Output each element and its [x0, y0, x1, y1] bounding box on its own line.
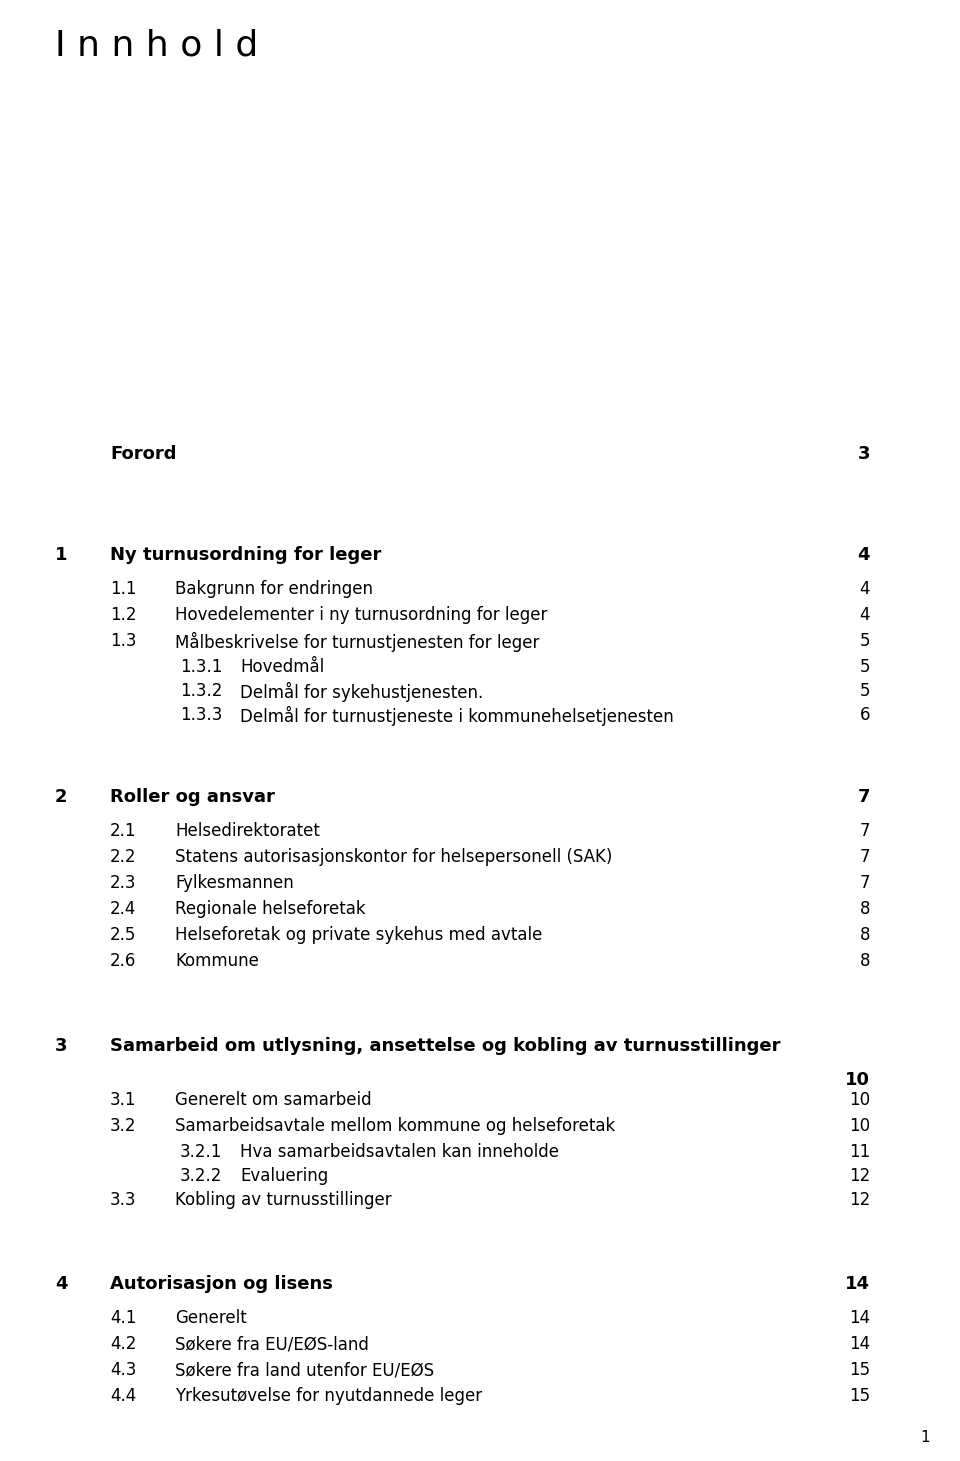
Text: 1.3: 1.3 [110, 631, 136, 650]
Text: Statens autorisasjonskontor for helsepersonell (SAK): Statens autorisasjonskontor for helseper… [175, 849, 612, 866]
Text: 3.2.1: 3.2.1 [180, 1143, 223, 1161]
Text: 8: 8 [859, 926, 870, 944]
Text: 2.1: 2.1 [110, 823, 136, 840]
Text: 4.2: 4.2 [110, 1335, 136, 1353]
Text: Målbeskrivelse for turnustjenesten for leger: Målbeskrivelse for turnustjenesten for l… [175, 631, 540, 652]
Text: 12: 12 [849, 1167, 870, 1185]
Text: 7: 7 [859, 849, 870, 866]
Text: 10: 10 [849, 1091, 870, 1109]
Text: 4.3: 4.3 [110, 1362, 136, 1379]
Text: Helsedirektoratet: Helsedirektoratet [175, 823, 320, 840]
Text: 4: 4 [55, 1275, 67, 1293]
Text: Hovedmål: Hovedmål [240, 657, 324, 676]
Text: 2: 2 [55, 787, 67, 806]
Text: Regionale helseforetak: Regionale helseforetak [175, 900, 366, 918]
Text: Samarbeid om utlysning, ansettelse og kobling av turnusstillinger: Samarbeid om utlysning, ansettelse og ko… [110, 1037, 780, 1055]
Text: 7: 7 [859, 823, 870, 840]
Text: Søkere fra land utenfor EU/EØS: Søkere fra land utenfor EU/EØS [175, 1362, 434, 1379]
Text: Søkere fra EU/EØS-land: Søkere fra EU/EØS-land [175, 1335, 369, 1353]
Text: 6: 6 [859, 706, 870, 723]
Text: 1.3.3: 1.3.3 [180, 706, 223, 723]
Text: 2.2: 2.2 [110, 849, 136, 866]
Text: 2.3: 2.3 [110, 874, 136, 893]
Text: 1: 1 [55, 546, 67, 564]
Text: 8: 8 [859, 953, 870, 970]
Text: 5: 5 [859, 657, 870, 676]
Text: Bakgrunn for endringen: Bakgrunn for endringen [175, 580, 373, 598]
Text: 14: 14 [845, 1275, 870, 1293]
Text: 1.1: 1.1 [110, 580, 136, 598]
Text: 4: 4 [857, 546, 870, 564]
Text: 4: 4 [859, 606, 870, 624]
Text: 15: 15 [849, 1388, 870, 1405]
Text: Generelt om samarbeid: Generelt om samarbeid [175, 1091, 372, 1109]
Text: 12: 12 [849, 1191, 870, 1210]
Text: 3: 3 [857, 446, 870, 463]
Text: 1: 1 [921, 1430, 930, 1445]
Text: 2.4: 2.4 [110, 900, 136, 918]
Text: Samarbeidsavtale mellom kommune og helseforetak: Samarbeidsavtale mellom kommune og helse… [175, 1118, 615, 1135]
Text: 1.2: 1.2 [110, 606, 136, 624]
Text: 3.2: 3.2 [110, 1118, 136, 1135]
Text: Yrkesutøvelse for nyutdannede leger: Yrkesutøvelse for nyutdannede leger [175, 1388, 482, 1405]
Text: Fylkesmannen: Fylkesmannen [175, 874, 294, 893]
Text: I n n h o l d: I n n h o l d [55, 28, 258, 61]
Text: 2.6: 2.6 [110, 953, 136, 970]
Text: 7: 7 [859, 874, 870, 893]
Text: 11: 11 [849, 1143, 870, 1161]
Text: Kommune: Kommune [175, 953, 259, 970]
Text: 14: 14 [849, 1309, 870, 1328]
Text: Delmål for turnustjeneste i kommunehelsetjenesten: Delmål for turnustjeneste i kommunehelse… [240, 706, 674, 726]
Text: 3.1: 3.1 [110, 1091, 136, 1109]
Text: 3.3: 3.3 [110, 1191, 136, 1210]
Text: 4.1: 4.1 [110, 1309, 136, 1328]
Text: 10: 10 [849, 1118, 870, 1135]
Text: Roller og ansvar: Roller og ansvar [110, 787, 275, 806]
Text: Forord: Forord [110, 446, 177, 463]
Text: 14: 14 [849, 1335, 870, 1353]
Text: Ny turnusordning for leger: Ny turnusordning for leger [110, 546, 381, 564]
Text: 1.3.1: 1.3.1 [180, 657, 223, 676]
Text: Autorisasjon og lisens: Autorisasjon og lisens [110, 1275, 333, 1293]
Text: Hva samarbeidsavtalen kan inneholde: Hva samarbeidsavtalen kan inneholde [240, 1143, 559, 1161]
Text: 4.4: 4.4 [110, 1388, 136, 1405]
Text: 3: 3 [55, 1037, 67, 1055]
Text: 3.2.2: 3.2.2 [180, 1167, 223, 1185]
Text: 8: 8 [859, 900, 870, 918]
Text: Delmål for sykehustjenesten.: Delmål for sykehustjenesten. [240, 682, 483, 701]
Text: 5: 5 [859, 682, 870, 700]
Text: 4: 4 [859, 580, 870, 598]
Text: 15: 15 [849, 1362, 870, 1379]
Text: 5: 5 [859, 631, 870, 650]
Text: 10: 10 [845, 1071, 870, 1088]
Text: 2.5: 2.5 [110, 926, 136, 944]
Text: Hovedelementer i ny turnusordning for leger: Hovedelementer i ny turnusordning for le… [175, 606, 547, 624]
Text: Kobling av turnusstillinger: Kobling av turnusstillinger [175, 1191, 392, 1210]
Text: Evaluering: Evaluering [240, 1167, 328, 1185]
Text: Helseforetak og private sykehus med avtale: Helseforetak og private sykehus med avta… [175, 926, 542, 944]
Text: 7: 7 [857, 787, 870, 806]
Text: Generelt: Generelt [175, 1309, 247, 1328]
Text: 1.3.2: 1.3.2 [180, 682, 223, 700]
